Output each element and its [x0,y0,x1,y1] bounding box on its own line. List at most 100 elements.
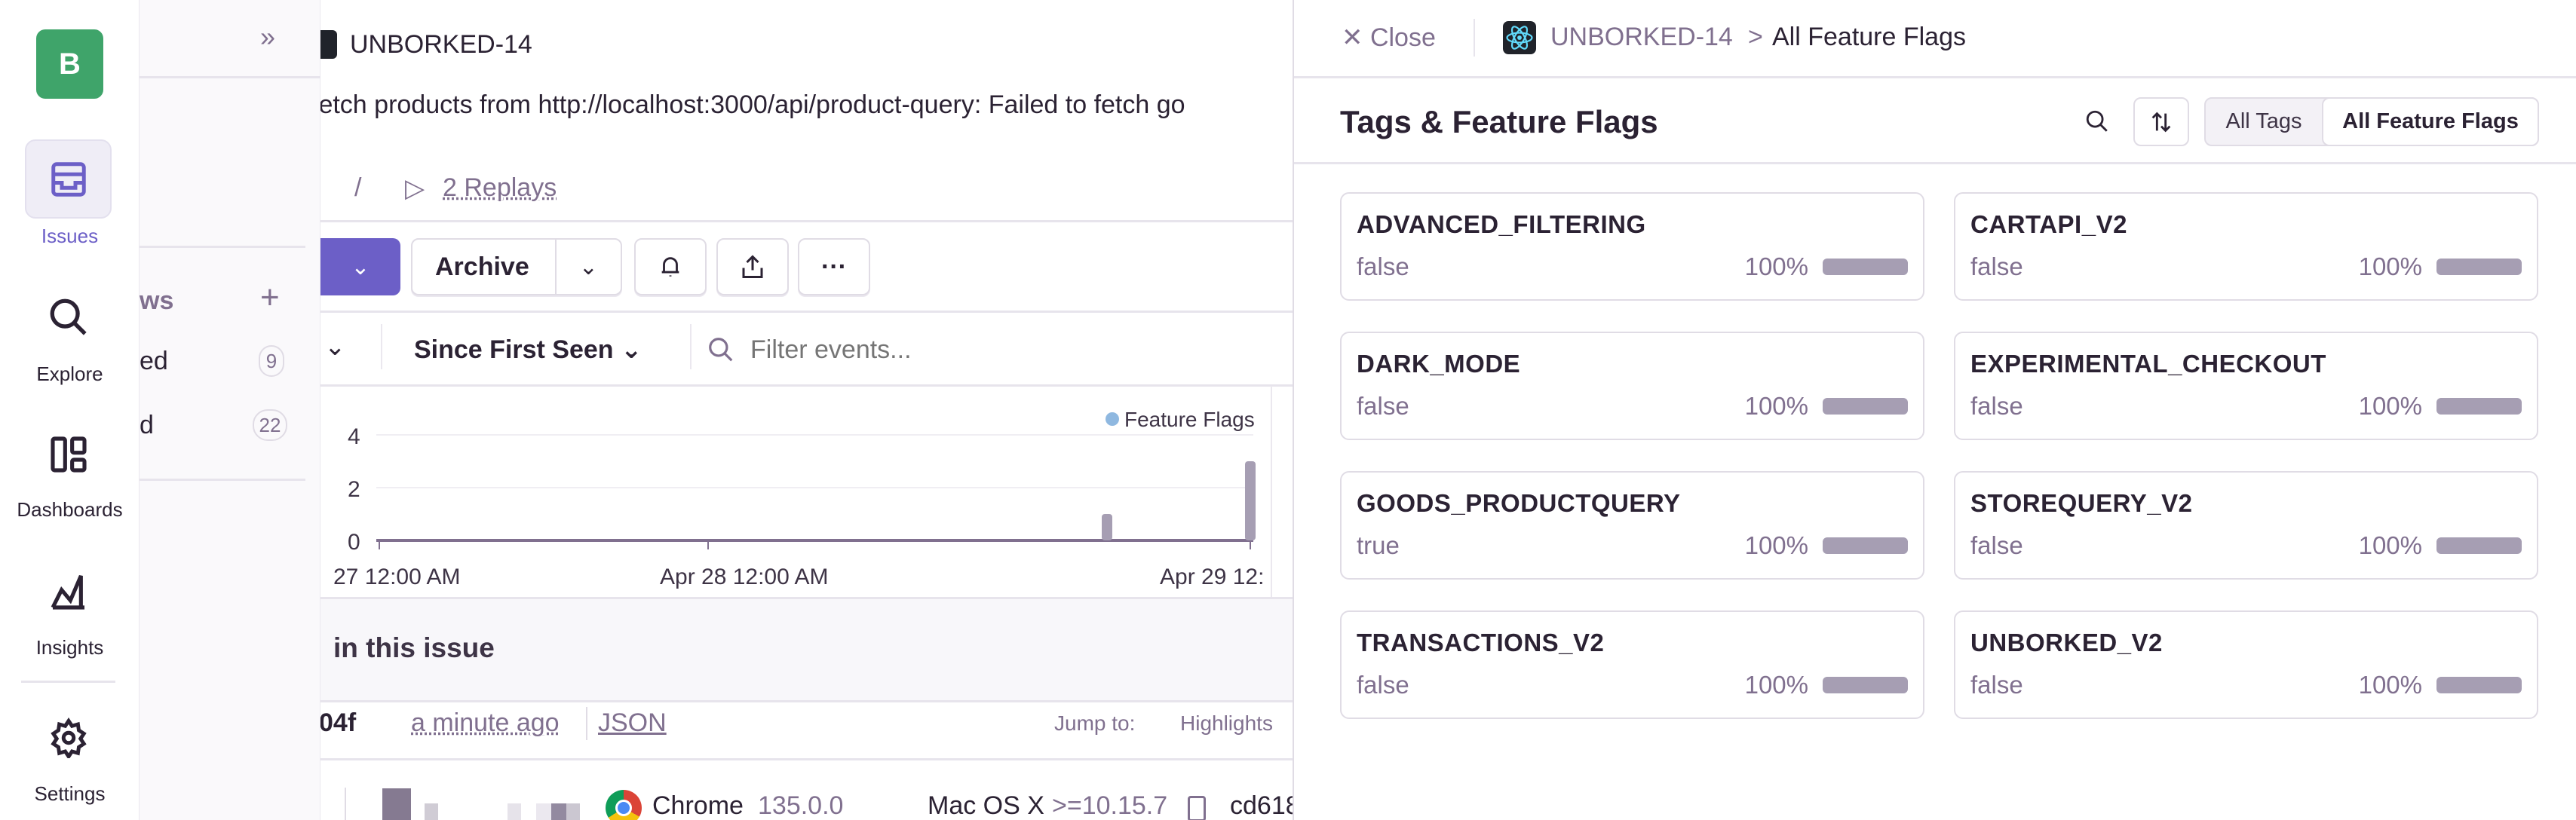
more-actions-button[interactable]: ··· [798,238,870,295]
highlights-link[interactable]: Highlights [1180,711,1273,736]
separator [1474,19,1475,57]
search-icon[interactable] [2084,109,2110,134]
event-id[interactable]: 04f [320,708,356,738]
flag-card[interactable]: UNBORKED_V2 false 100% [1954,610,2538,719]
breadcrumb-issue[interactable]: UNBORKED-14 [1550,23,1733,52]
flag-progress-bar [1823,677,1908,693]
nav-issues-label[interactable]: Issues [0,225,140,248]
feature-flags-drawer: ✕ Close UNBORKED-14 > All Feature Flags … [1293,0,2576,820]
flag-card[interactable]: TRANSACTIONS_V2 false 100% [1340,610,1924,719]
flag-value: false [1357,252,1409,281]
jump-to-label: Jump to: [1054,711,1135,736]
section-header: in this issue [320,597,1293,702]
y-tick-label: 4 [348,424,360,449]
flag-name: EXPERIMENTAL_CHECKOUT [1970,350,2326,378]
resolve-dropdown-button[interactable]: ⌄ [320,238,400,295]
browser-name: Chrome [652,791,744,820]
nav-explore-button[interactable] [25,277,112,356]
divider [1294,76,2576,78]
flag-value: false [1357,392,1409,421]
os-version: >=10.15.7 [1052,791,1167,820]
flag-card[interactable]: DARK_MODE false 100% [1340,332,1924,440]
sidebar-item-label[interactable]: ed [140,347,168,376]
flag-card[interactable]: EXPERIMENTAL_CHECKOUT false 100% [1954,332,2538,440]
archive-button[interactable]: Archive ⌄ [411,238,622,295]
nav-dashboards-label[interactable]: Dashboards [0,498,140,522]
gear-icon [48,718,89,758]
divider [320,311,1293,313]
nav-settings-label[interactable]: Settings [0,782,140,806]
flag-percent: 100% [1745,252,1808,281]
secondary-sidebar: » ws + ed 9 d 22 [140,0,320,820]
archive-label: Archive [412,252,555,282]
chart-bar [1245,461,1256,540]
org-avatar[interactable]: B [36,29,103,99]
json-link[interactable]: JSON [598,708,667,738]
sidebar-divider [140,479,305,481]
flag-progress-bar [2436,677,2522,693]
sparkline-bar [425,803,438,820]
nav-explore-label[interactable]: Explore [0,363,140,386]
sort-button[interactable] [2133,97,2189,146]
nav-dashboards-button[interactable] [25,415,112,494]
legend-dot [1106,412,1119,426]
flag-progress-fill [1823,398,1908,415]
separator [345,788,346,820]
flag-percent: 100% [1745,392,1808,421]
flag-value: false [1357,671,1409,699]
nav-insights-label[interactable]: Insights [0,636,140,659]
flag-name: DARK_MODE [1357,350,1520,378]
flag-progress-fill [2436,677,2522,693]
legend-label: Feature Flags [1124,408,1255,431]
flag-percent: 100% [1745,671,1808,699]
chart-edge [1271,386,1272,597]
chevron-down-icon: ⌄ [621,335,642,364]
flag-value: false [1970,671,2023,699]
nav-settings-button[interactable] [25,698,112,777]
filter-events-input[interactable] [750,329,1203,371]
double-chevron-right-icon[interactable]: » [260,21,275,53]
tags-flags-segmented-control: All Tags All Feature Flags [2204,97,2539,146]
close-icon: ✕ [1342,23,1363,52]
add-view-plus-icon[interactable]: + [260,279,280,317]
search-icon [47,295,90,339]
close-label: Close [1370,23,1436,52]
flag-card[interactable]: CARTAPI_V2 false 100% [1954,192,2538,301]
flag-card[interactable]: GOODS_PRODUCTQUERY true 100% [1340,471,1924,580]
subscribe-button[interactable] [634,238,707,295]
share-button[interactable] [716,238,789,295]
flag-percent: 100% [2359,531,2422,560]
section-title: in this issue [333,632,495,664]
os-name: Mac OS X [928,791,1044,820]
replays-link[interactable]: 2 Replays [443,173,557,203]
breadcrumb-slash: / [354,173,361,203]
issue-short-id[interactable]: UNBORKED-14 [350,30,532,60]
chevron-down-icon[interactable]: ⌄ [324,332,346,362]
flag-value: false [1970,252,2023,281]
sidebar-item-count: 22 [253,409,287,441]
nav-insights-button[interactable] [25,552,112,631]
flag-name: GOODS_PRODUCTQUERY [1357,489,1681,518]
separator [381,324,382,369]
close-button[interactable]: ✕ Close [1342,23,1436,53]
flag-progress-bar [2436,537,2522,554]
flag-card[interactable]: ADVANCED_FILTERING false 100% [1340,192,1924,301]
flag-progress-bar [2436,398,2522,415]
separator [690,324,692,369]
flag-value: false [1970,531,2023,560]
chevron-down-icon[interactable]: ⌄ [555,240,621,294]
time-range-dropdown[interactable]: Since First Seen ⌄ [414,335,642,365]
flag-progress-fill [2436,259,2522,275]
nav-issues-button[interactable] [25,139,112,219]
sidebar-item-label[interactable]: d [140,411,154,440]
segment-all-tags[interactable]: All Tags [2206,99,2322,145]
divider [320,220,1293,222]
event-time[interactable]: a minute ago [411,708,560,738]
flag-value: true [1357,531,1400,560]
segment-all-feature-flags[interactable]: All Feature Flags [2322,97,2539,146]
flag-progress-bar [1823,398,1908,415]
flag-card[interactable]: STOREQUERY_V2 false 100% [1954,471,2538,580]
flag-progress-fill [2436,537,2522,554]
sidebar-divider [140,76,320,78]
flag-name: TRANSACTIONS_V2 [1357,629,1604,657]
